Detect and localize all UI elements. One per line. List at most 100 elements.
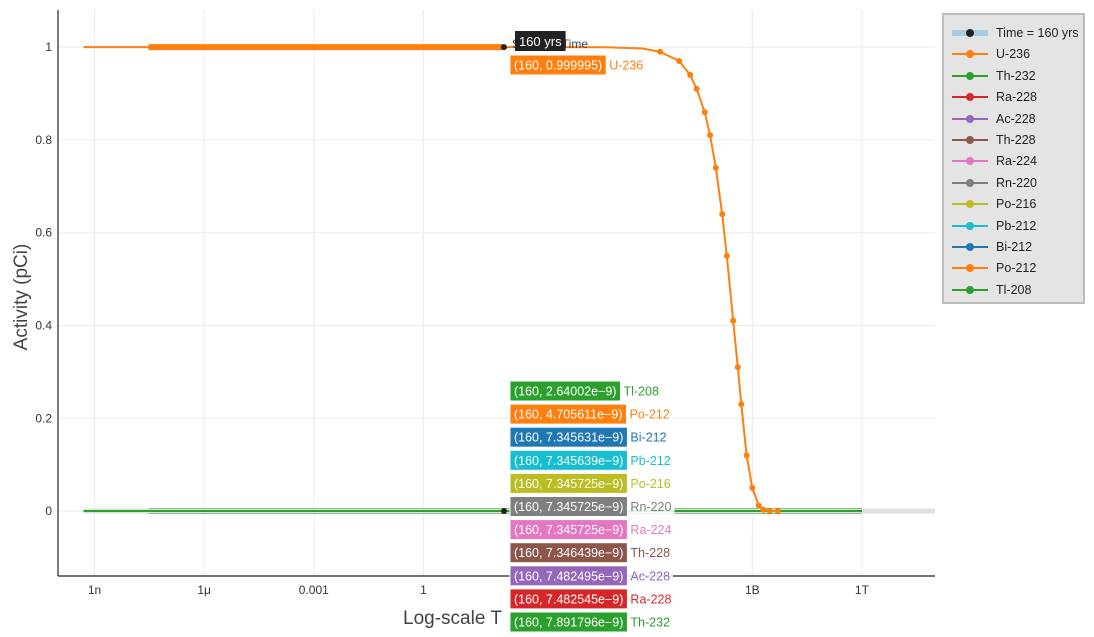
legend-item-bi-212[interactable]: Bi-212 [950, 237, 1032, 257]
axes: 1n 1μ 0.001 1 1B 1T 0 0.2 0.4 0.6 0.8 1 [35, 10, 935, 597]
legend-symbol [950, 112, 990, 126]
legend-label: Rn-220 [996, 175, 1037, 190]
hover-series-name: Ac-228 [630, 569, 670, 583]
hover-series-name: Po-212 [630, 408, 670, 422]
hover-name-bg [627, 427, 670, 448]
selected-time-box [514, 31, 566, 51]
legend-item-th-228[interactable]: Th-228 [950, 130, 1036, 150]
y-tick-label: 0 [45, 504, 52, 518]
point-u236 [657, 48, 664, 55]
grid-lines [58, 10, 935, 576]
selected-time-marker [500, 508, 507, 515]
hover-value: (160, 7.346439e−9) [514, 546, 623, 560]
legend-label: Po-216 [996, 197, 1037, 212]
hover-label-ra-228: (160, 7.482545e−9) Ra-228 [509, 588, 675, 610]
point-u236 [719, 211, 726, 218]
x-tick-label: 1T [855, 583, 870, 597]
hover-label-ac-228: (160, 7.482495e−9) Ac-228 [509, 565, 674, 587]
point-u236 [676, 58, 683, 64]
hover-label-bi-212: (160, 7.345631e−9) Bi-212 [509, 426, 670, 448]
legend-label: Bi-212 [996, 240, 1033, 254]
hover-value: (160, 7.345725e−9) [514, 523, 623, 537]
hover-series-name: Tl-208 [623, 385, 658, 399]
legend-symbol [950, 26, 990, 40]
hover-name-bg [627, 612, 674, 632]
hover-name-bg [627, 519, 675, 540]
point-u236 [723, 252, 730, 259]
hover-value: (160, 0.999995) [514, 59, 602, 73]
hover-series-name: Th-232 [630, 616, 670, 630]
legend-item-rn-220[interactable]: Rn-220 [950, 173, 1037, 193]
hover-name-bg [627, 496, 675, 517]
legend-symbol [950, 283, 990, 297]
legend-label: Tl-208 [996, 282, 1032, 297]
point-u236 [687, 72, 694, 78]
hover-name-bg [627, 542, 674, 563]
x-axis-title: Log-scale T [403, 608, 502, 629]
legend-label: Ac-228 [996, 111, 1036, 126]
hover-series-name: Ra-228 [630, 592, 671, 606]
hover-value: (160, 7.345639e−9) [514, 454, 623, 468]
hover-value: (160, 7.345631e−9) [514, 431, 623, 445]
hover-label-th-228: (160, 7.346439e−9) Th-228 [509, 542, 674, 564]
point-u236 [774, 508, 781, 514]
legend-item-selected-time[interactable]: Time = 160 yrs [950, 23, 1079, 43]
hover-name-bg [627, 450, 674, 471]
legend-item-po-212[interactable]: Po-212 [950, 258, 1036, 278]
hover-series-name: Rn-220 [630, 500, 671, 514]
point-u236 [749, 484, 756, 491]
selected-time-label: 160 yrs [519, 34, 562, 49]
hover-series-name: Th-228 [630, 546, 670, 560]
hover-series-name: Po-216 [630, 477, 670, 491]
legend-item-ac-228[interactable]: Ac-228 [950, 109, 1036, 129]
hover-value: (160, 7.482495e−9) [514, 569, 623, 583]
point-u236 [760, 506, 767, 513]
hover-label-po-216: (160, 7.345725e−9) Po-216 [509, 472, 674, 494]
legend-item-po-216[interactable]: Po-216 [950, 194, 1036, 214]
hover-label-tl-208: (160, 2.64002e−9) Tl-208 [509, 380, 662, 402]
legend-item-th-232[interactable]: Th-232 [950, 66, 1036, 86]
point-u236 [738, 401, 745, 408]
hover-value: (160, 7.891796e−9) [514, 616, 623, 630]
legend-symbol [950, 240, 990, 254]
point-u236 [734, 364, 741, 371]
y-axis-title: Activity (pCi) [11, 244, 32, 351]
hover-series-name: Bi-212 [630, 431, 666, 445]
hover-series-name: U-236 [609, 59, 643, 73]
hover-value: (160, 4.705611e−9) [514, 408, 623, 422]
legend-symbol [950, 219, 990, 233]
hover-value: (160, 7.345725e−9) [514, 500, 623, 514]
legend-label: Time = 160 yrs [996, 26, 1079, 40]
point-u236 [701, 109, 708, 116]
selected-time-marker [500, 44, 507, 51]
hover-label-pb-212: (160, 7.345639e−9) Pb-212 [509, 449, 674, 471]
series-lines [83, 44, 935, 515]
legend-symbol [950, 133, 990, 147]
legend-symbol [950, 176, 990, 190]
y-tick-label: 0.2 [35, 411, 52, 425]
point-u236 [707, 132, 714, 139]
legend-symbol [950, 154, 990, 168]
hover-label-rn-220: (160, 7.345725e−9) Rn-220 [509, 496, 675, 517]
legend-item-ra-224[interactable]: Ra-224 [950, 151, 1037, 171]
legend-item-tl-208[interactable]: Tl-208 [950, 280, 1031, 300]
legend-item-pb-212[interactable]: Pb-212 [950, 216, 1036, 236]
legend-item-u-236[interactable]: U-236 [950, 44, 1030, 64]
legend[interactable]: Time = 160 yrs U-236 Th-232 Ra-228 Ac-228 Th-… [942, 13, 1085, 304]
legend-item-ra-228[interactable]: Ra-228 [950, 87, 1037, 107]
point-u236 [766, 508, 773, 514]
x-tick-label: 1n [88, 583, 101, 597]
hover-value: (160, 7.345725e−9) [514, 477, 623, 491]
hover-value: (160, 7.482545e−9) [514, 592, 623, 606]
y-tick-label: 0.8 [35, 133, 52, 147]
legend-label: Po-212 [996, 261, 1037, 276]
hover-value: (160, 2.64002e−9) [514, 385, 617, 399]
hover-label-ra-224: (160, 7.345725e−9) Ra-224 [509, 519, 675, 541]
x-tick-label: 1 [420, 583, 427, 597]
hover-series-name: Pb-212 [630, 454, 670, 468]
hover-label-po-212: (160, 4.705611e−9) Po-212 [509, 403, 673, 425]
x-tick-label: 0.001 [299, 583, 329, 597]
point-u236 [743, 452, 750, 459]
legend-label: Pb-212 [996, 218, 1037, 233]
